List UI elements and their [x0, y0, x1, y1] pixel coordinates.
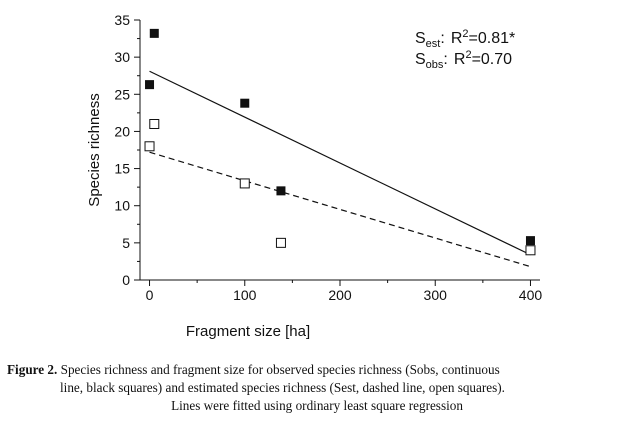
- filled-square-point: [149, 28, 159, 38]
- fit-line-dashed: [149, 151, 531, 268]
- caption-label: Figure 2.: [7, 362, 58, 377]
- stat-obs: Sobs: R2=0.70: [415, 49, 512, 71]
- axes: 0 100 200 300 400 0 5 10 15 20 25 30 35: [114, 12, 542, 303]
- filled-square-point: [276, 186, 286, 196]
- x-axis-title: Fragment size [ha]: [186, 323, 310, 340]
- fit-line-solid: [149, 70, 531, 256]
- y-tick-label: 25: [114, 86, 130, 102]
- x-tick-label: 400: [519, 287, 543, 303]
- open-square-point: [275, 237, 286, 248]
- open-square-point: [149, 119, 160, 129]
- chart-svg: 0 100 200 300 400 0 5 10 15 20 25 30 35 Sest: R2=0.81…: [86, 12, 542, 340]
- y-tick-label: 20: [114, 123, 130, 139]
- caption-text-1: Species richness and fragment size for o…: [57, 362, 500, 377]
- fit-lines: [149, 70, 531, 268]
- data-points: [144, 28, 536, 256]
- y-tick-label: 30: [114, 49, 130, 65]
- x-tick-label: 0: [146, 287, 154, 303]
- caption-line-1: Figure 2. Species richness and fragment …: [7, 361, 500, 378]
- filled-square-point: [240, 98, 250, 108]
- open-square-point: [525, 245, 536, 256]
- y-tick-label: 5: [122, 235, 130, 251]
- filled-square-point: [525, 236, 535, 246]
- x-tick-label: 200: [328, 287, 352, 303]
- x-tick-label: 100: [233, 287, 257, 303]
- scatter-chart: 0 100 200 300 400 0 5 10 15 20 25 30 35 Sest: R2=0.81…: [86, 12, 542, 340]
- y-tick-label: 10: [114, 198, 130, 214]
- caption-line-3: Lines were fitted using ordinary least s…: [171, 398, 463, 413]
- open-square-point: [239, 178, 250, 189]
- stat-est: Sest: R2=0.81*: [415, 28, 515, 50]
- x-tick-label: 300: [424, 287, 448, 303]
- filled-square-point: [145, 80, 155, 90]
- y-axis-title: Species richness: [86, 93, 103, 206]
- y-tick-label: 0: [122, 272, 130, 288]
- y-tick-label: 15: [114, 161, 130, 177]
- y-tick-label: 35: [114, 12, 130, 28]
- stats-annotation: Sest: R2=0.81* Sobs: R2=0.70: [415, 28, 515, 71]
- open-square-point: [144, 141, 155, 152]
- caption-line-2: line, black squares) and estimated speci…: [60, 380, 505, 395]
